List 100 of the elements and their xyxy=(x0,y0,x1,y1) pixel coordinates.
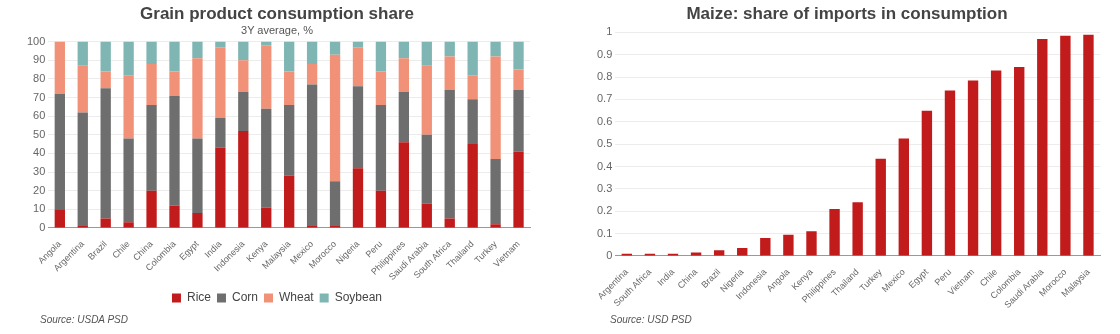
bar xyxy=(146,104,157,191)
bar xyxy=(352,86,364,169)
y-tick-label: 10 xyxy=(33,202,46,215)
y-tick-label: 90 xyxy=(33,53,46,66)
bar xyxy=(215,147,226,228)
bar xyxy=(215,41,226,48)
bar xyxy=(398,142,410,228)
y-tick-label: 50 xyxy=(33,127,46,140)
chart-subtitle: 3Y average, % xyxy=(241,24,314,37)
bar xyxy=(852,202,863,256)
bar xyxy=(192,58,203,139)
bar xyxy=(238,91,249,132)
bar xyxy=(100,88,111,219)
bar xyxy=(54,93,65,210)
bar xyxy=(306,41,318,64)
bar xyxy=(421,41,432,66)
bar xyxy=(284,41,295,72)
bar xyxy=(806,231,817,256)
bar xyxy=(238,41,249,61)
bar xyxy=(490,224,501,228)
y-tick-label: 0 xyxy=(39,220,46,233)
bar xyxy=(490,56,501,159)
bar xyxy=(352,47,364,87)
y-tick-label: 0.8 xyxy=(596,70,613,83)
bar xyxy=(261,207,272,228)
bar xyxy=(123,75,134,139)
bar xyxy=(467,99,478,145)
y-tick-label: 70 xyxy=(33,90,46,103)
bar xyxy=(100,71,111,89)
bar xyxy=(513,90,524,152)
bar xyxy=(467,144,478,228)
legend-label: Corn xyxy=(231,290,258,305)
bar xyxy=(898,138,909,256)
bar xyxy=(921,110,933,256)
bar xyxy=(146,41,157,64)
bar xyxy=(398,58,410,92)
bar xyxy=(467,75,478,100)
bar xyxy=(306,63,318,85)
y-tick-label: 0.9 xyxy=(596,47,613,60)
chart-title: Grain product consumption share xyxy=(140,3,414,23)
bar xyxy=(284,104,295,176)
bar xyxy=(875,158,886,256)
bar xyxy=(1083,34,1094,256)
y-tick-label: 0 xyxy=(606,248,613,261)
source-note: Source: USDA PSD xyxy=(40,314,129,325)
y-tick-label: 40 xyxy=(33,146,46,159)
bar xyxy=(375,190,387,228)
bar xyxy=(490,158,501,225)
bar xyxy=(513,69,524,91)
bar xyxy=(100,41,111,72)
bar xyxy=(490,41,501,57)
legend-label: Rice xyxy=(186,290,212,305)
bar xyxy=(192,213,203,228)
bar xyxy=(169,95,180,206)
y-tick-label: 20 xyxy=(33,183,46,196)
bar xyxy=(77,41,88,66)
y-tick-label: 0.4 xyxy=(596,159,613,172)
bar xyxy=(375,41,387,72)
bar xyxy=(284,175,295,228)
y-tick-label: 30 xyxy=(33,165,46,178)
bar xyxy=(398,91,410,143)
bar xyxy=(54,209,65,228)
bar xyxy=(829,208,840,256)
bar xyxy=(375,104,387,191)
bar xyxy=(329,181,341,227)
bar xyxy=(123,138,134,223)
bar xyxy=(238,60,249,92)
y-tick-label: 0.3 xyxy=(596,181,613,194)
bar xyxy=(192,41,203,59)
bar xyxy=(169,205,180,228)
bar xyxy=(54,41,65,94)
bar xyxy=(329,54,341,182)
bar xyxy=(77,65,88,113)
bar xyxy=(421,134,432,204)
bar xyxy=(421,203,432,228)
y-tick-label: 0.2 xyxy=(596,204,613,217)
bar xyxy=(990,70,1002,256)
bar xyxy=(146,63,157,105)
bar xyxy=(238,131,249,228)
bar xyxy=(1037,39,1048,256)
chart-title: Maize: share of imports in consumption xyxy=(686,3,1008,23)
bar xyxy=(169,71,180,96)
bar xyxy=(306,84,318,227)
y-tick-label: 0.1 xyxy=(596,226,613,239)
bar xyxy=(1060,35,1071,256)
bar xyxy=(398,41,410,59)
bar xyxy=(737,248,748,256)
legend-label: Soybean xyxy=(334,290,383,305)
bar xyxy=(77,112,88,227)
bar xyxy=(123,222,134,228)
bar xyxy=(284,71,295,105)
bar xyxy=(375,71,387,105)
bar xyxy=(329,41,341,55)
y-tick-label: 0.5 xyxy=(596,137,613,150)
bar xyxy=(261,45,272,109)
bar xyxy=(261,108,272,208)
y-tick-label: 0.6 xyxy=(596,114,613,127)
y-tick-label: 0.7 xyxy=(596,92,613,105)
legend-label: Wheat xyxy=(278,290,315,305)
bar xyxy=(192,138,203,214)
